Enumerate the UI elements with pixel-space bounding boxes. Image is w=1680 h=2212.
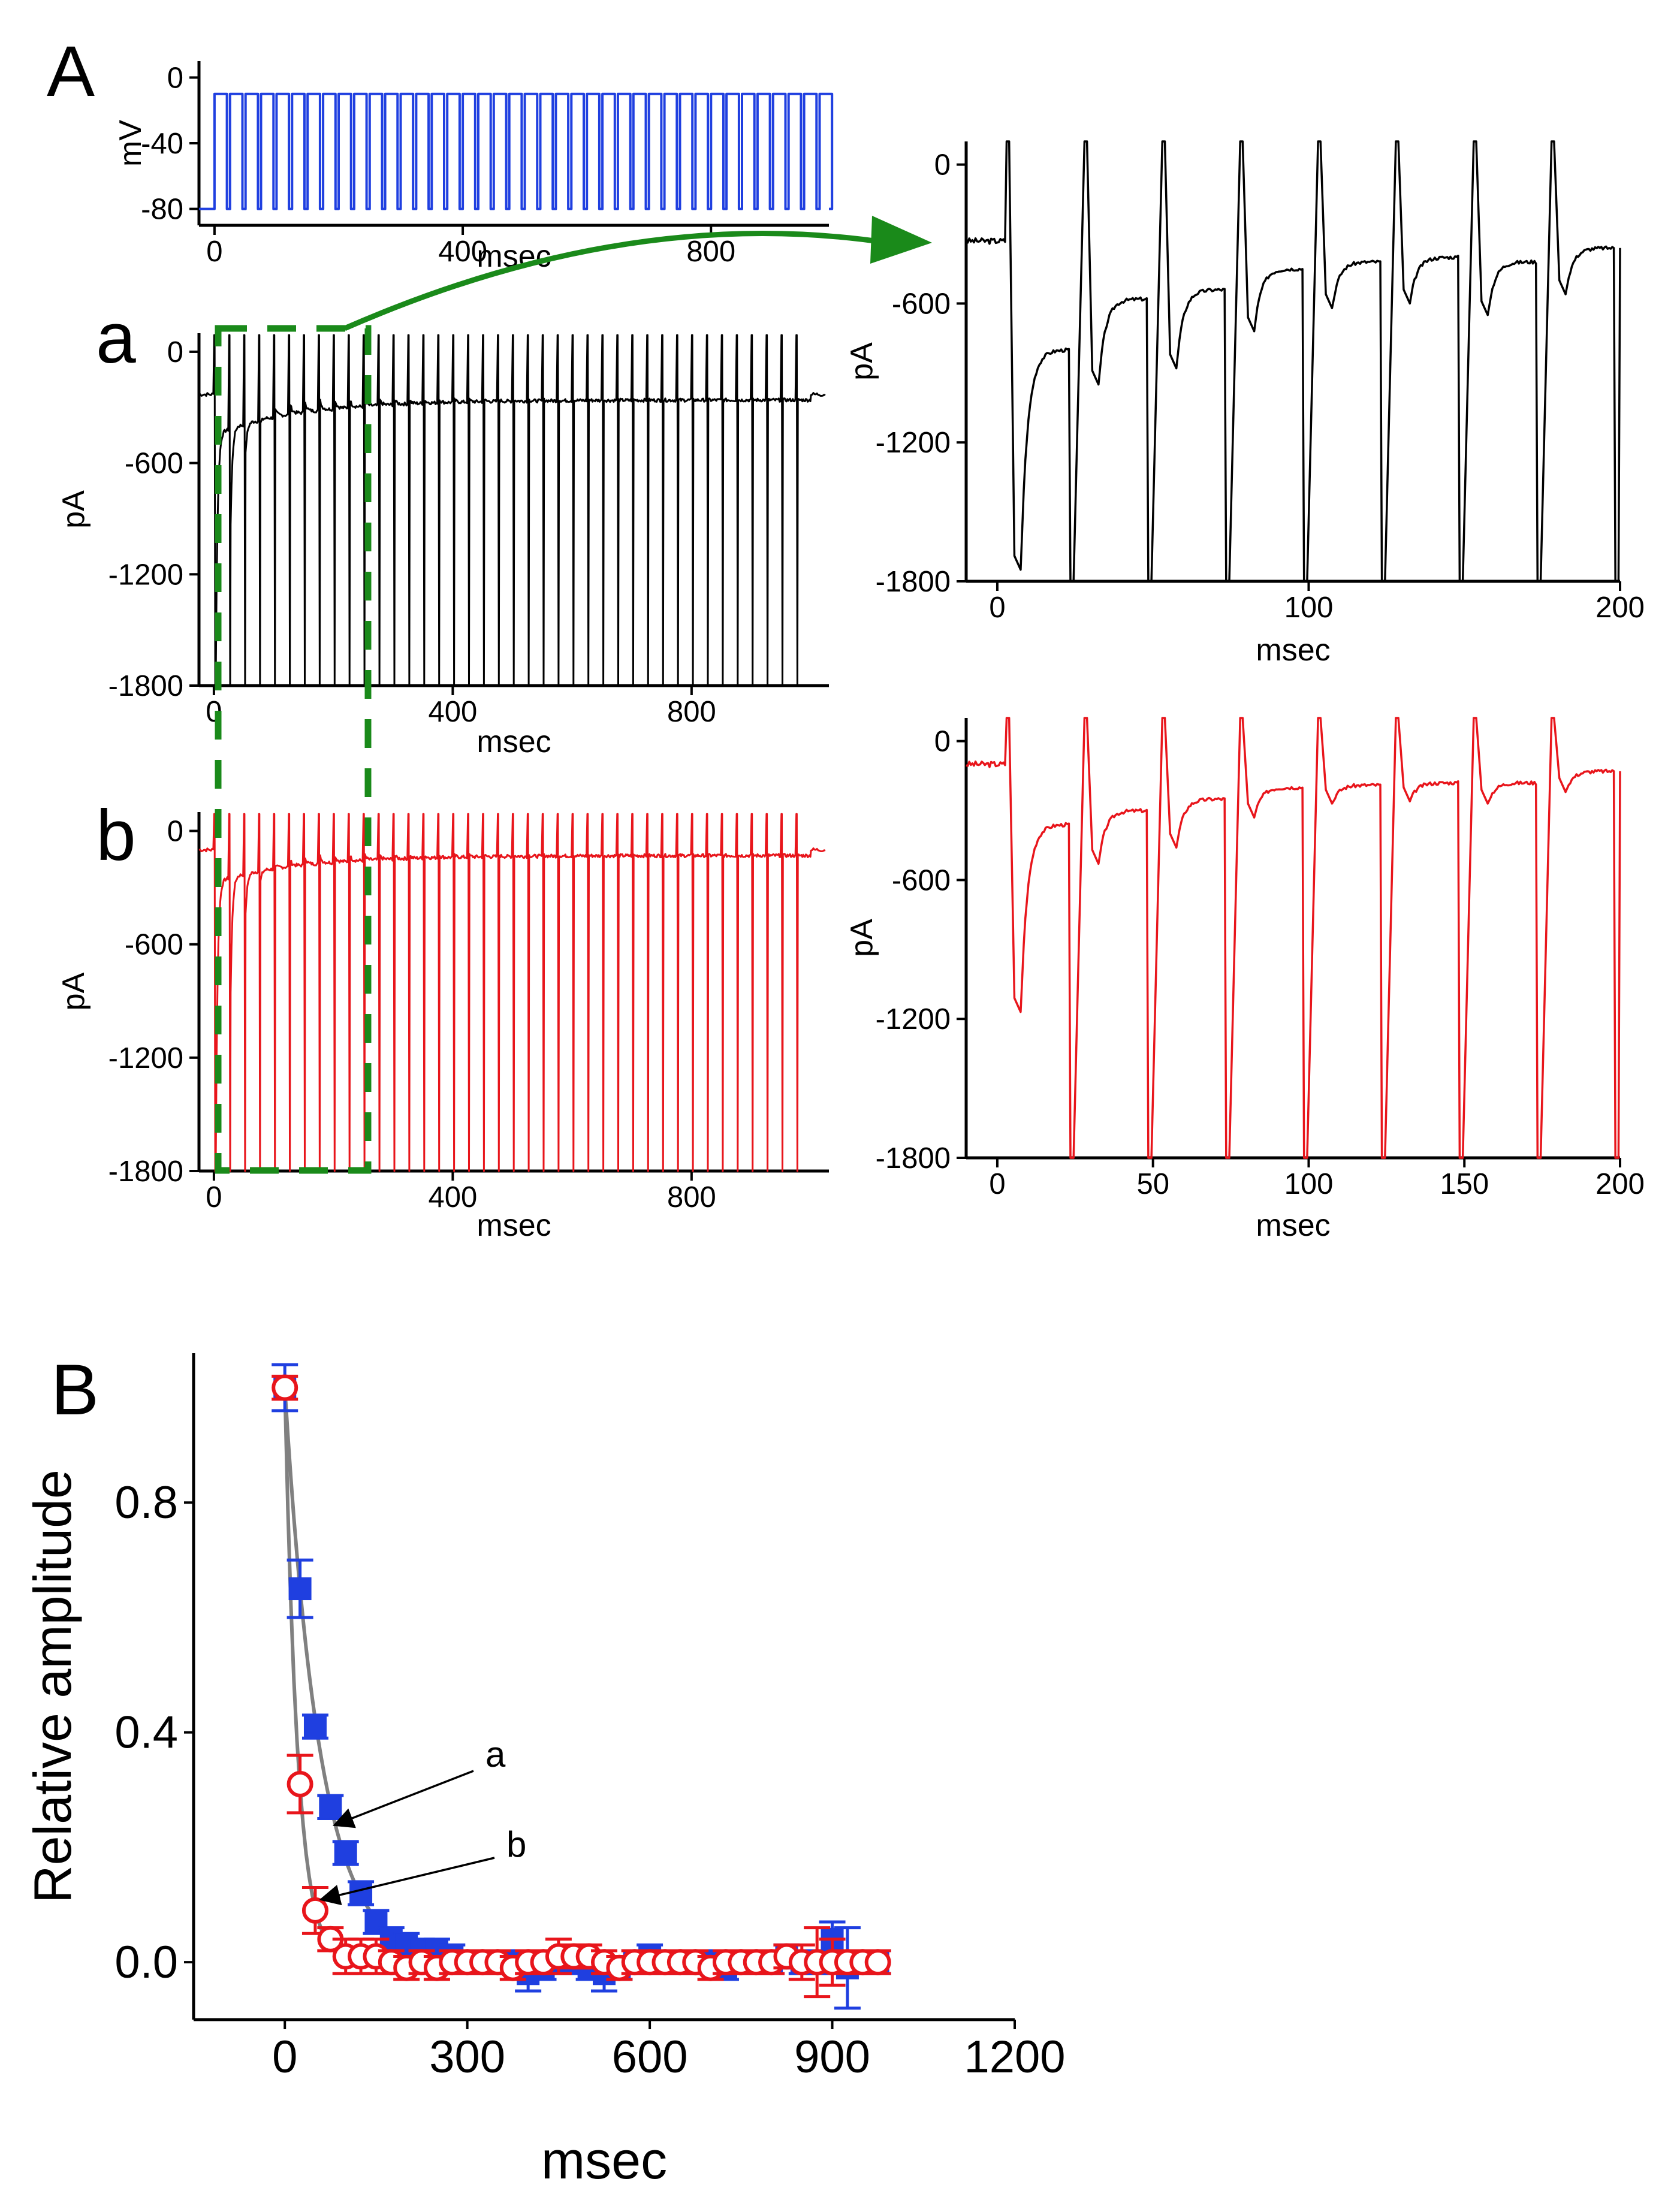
current-trace	[966, 140, 1621, 583]
y-tick-label: 0	[167, 816, 183, 848]
relative-amplitude-plot: 0 300 600 900 1200 0.0 0.4 0.8 msec Relative ampl…	[23, 1353, 1066, 2190]
y-tick-label: -1800	[108, 670, 183, 702]
x-axis-label: msec	[1256, 633, 1330, 668]
data-point-a	[349, 1882, 373, 1905]
current-trace	[198, 813, 826, 1173]
x-tick-label: 200	[1595, 592, 1645, 624]
y-tick-label: -80	[141, 194, 183, 226]
panel-label-A: A	[47, 31, 95, 111]
y-tick-label: 0	[167, 336, 183, 369]
x-tick-label: 0	[989, 592, 1005, 624]
x-axis-label: msec	[476, 1208, 551, 1243]
y-axis-label: mV	[113, 120, 148, 167]
fit-curve-b	[283, 1387, 878, 1964]
x-tick-label: 1200	[964, 2032, 1065, 2083]
annotation-a: a	[485, 1734, 506, 1775]
x-axis-label: msec	[1256, 1208, 1330, 1243]
x-tick-label: 400	[438, 236, 487, 268]
trace-b-full-plot: 0 400 800 0 -600 -1200 -1800 msec pA	[56, 812, 829, 1243]
y-tick-label: 0	[167, 62, 183, 94]
annotation-b: b	[506, 1824, 526, 1864]
zoom-arrow-curve	[343, 231, 888, 331]
y-tick-label: -600	[125, 929, 183, 961]
y-tick-label: -40	[141, 128, 183, 160]
y-tick-label: 0.0	[114, 1937, 178, 1988]
x-tick-label: 900	[794, 2032, 870, 2083]
data-point-b	[301, 1897, 328, 1924]
y-tick-label: -1800	[876, 1142, 951, 1175]
trace-label-b: b	[96, 795, 136, 876]
data-point-a	[303, 1715, 327, 1739]
x-tick-label: 0	[206, 1181, 222, 1214]
x-tick-label: 800	[667, 696, 716, 728]
x-tick-label: 100	[1284, 1168, 1334, 1200]
y-axis-label: pA	[844, 919, 879, 957]
x-tick-label: 800	[686, 236, 735, 268]
y-tick-label: -1800	[876, 566, 951, 598]
zoom-arrow-head	[870, 216, 932, 264]
x-tick-label: 800	[667, 1181, 716, 1214]
x-tick-label: 50	[1136, 1168, 1169, 1200]
voltage-trace	[199, 92, 834, 210]
trace-b-zoom-plot: 0 50 100 150 200 0 -600 -1200 -1800 msec pA	[844, 717, 1645, 1243]
y-axis-label: Relative amplitude	[23, 1469, 82, 1903]
x-axis-label: msec	[476, 725, 551, 759]
x-tick-label: 0	[989, 1168, 1005, 1200]
y-tick-label: 0.8	[114, 1477, 178, 1528]
y-tick-label: -1800	[108, 1155, 183, 1188]
y-axis-label: pA	[56, 972, 91, 1010]
y-tick-label: 0	[934, 726, 951, 758]
data-point-b	[864, 1949, 891, 1976]
x-tick-label: 400	[429, 1181, 478, 1214]
x-tick-label: 600	[612, 2032, 688, 2083]
x-tick-label: 0	[206, 236, 222, 268]
x-tick-label: 0	[272, 2032, 297, 2083]
fit-curve-a	[283, 1387, 878, 1964]
x-tick-label: 150	[1440, 1168, 1489, 1200]
data-point-b	[272, 1374, 298, 1401]
y-tick-label: -600	[892, 864, 951, 897]
trace-label-a: a	[96, 298, 136, 378]
y-axis-label: pA	[844, 342, 879, 381]
y-tick-label: -1200	[876, 427, 951, 459]
x-tick-label: 200	[1595, 1168, 1645, 1200]
arrow-a	[332, 1770, 474, 1828]
y-tick-label: -1200	[108, 559, 183, 591]
x-tick-label: 400	[429, 696, 478, 728]
arrow-b	[319, 1857, 495, 1906]
data-point-b	[286, 1770, 313, 1797]
y-tick-label: -600	[125, 448, 183, 480]
trace-a-zoom-plot: 0 100 200 0 -600 -1200 -1800 msec pA	[844, 140, 1645, 668]
data-point-a	[334, 1842, 357, 1864]
x-tick-label: 300	[429, 2032, 505, 2083]
panel-label-B: B	[51, 1350, 99, 1430]
y-tick-label: -1200	[108, 1042, 183, 1075]
y-tick-label: -600	[892, 288, 951, 320]
y-axis-label: pA	[56, 490, 91, 529]
data-point-a	[319, 1795, 342, 1819]
x-tick-label: 100	[1284, 592, 1334, 624]
y-tick-label: 0.4	[114, 1707, 178, 1758]
y-tick-label: 0	[934, 149, 951, 182]
y-tick-label: -1200	[876, 1003, 951, 1036]
data-point-a	[288, 1577, 312, 1601]
zoom-annotation	[215, 216, 932, 1174]
x-axis-label: msec	[541, 2130, 667, 2190]
current-trace	[966, 717, 1621, 1159]
zoom-box	[215, 325, 372, 1174]
current-trace	[198, 334, 826, 688]
